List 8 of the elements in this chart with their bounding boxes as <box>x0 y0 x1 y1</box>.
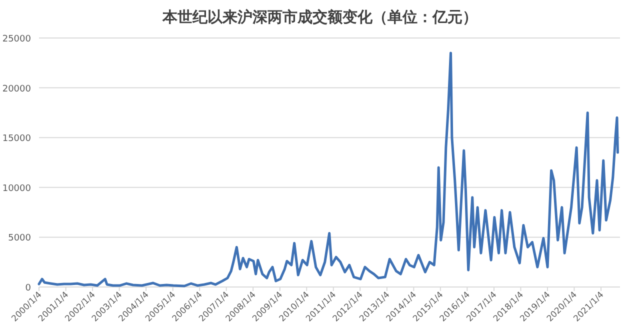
y-tick-label: 10000 <box>2 184 32 194</box>
y-tick-label: 15000 <box>2 134 32 144</box>
y-tick-label: 25000 <box>2 34 32 44</box>
chart-title: 本世纪以来沪深两市成交额变化（单位：亿元） <box>162 8 478 26</box>
y-tick-label: 0 <box>25 284 32 294</box>
y-tick-label: 5000 <box>8 234 32 244</box>
y-tick-label: 20000 <box>2 84 32 94</box>
line-series <box>38 52 619 288</box>
